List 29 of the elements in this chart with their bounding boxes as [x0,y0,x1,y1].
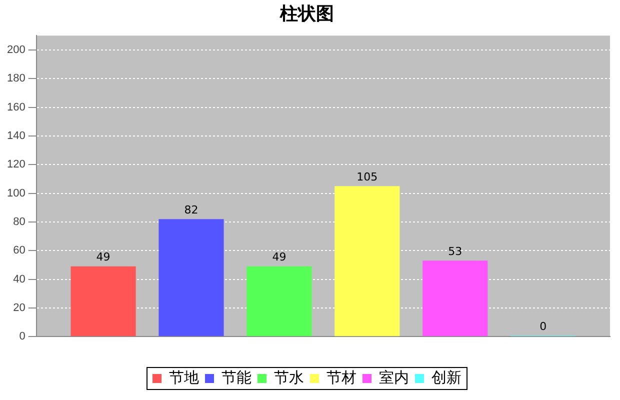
legend-label: 节能 [222,368,252,386]
bar [334,186,400,336]
legend-label: 节材 [326,368,356,386]
legend-label: 创新 [432,368,462,386]
y-tick-label: 40 [13,273,26,286]
bar [70,266,136,336]
y-tick-label: 80 [13,216,26,228]
bar [158,219,224,336]
y-tick-label: 60 [13,244,26,257]
y-tick-label: 140 [6,130,26,142]
y-tick-label: 200 [6,44,26,56]
y-tick-label: 160 [6,101,26,114]
y-tick-label: 100 [6,187,26,200]
legend-label: 节地 [169,368,199,386]
legend-label: 节水 [274,368,304,386]
y-tick-label: 0 [19,330,26,343]
data-label: 82 [184,203,198,216]
data-label: 53 [448,244,462,258]
data-label: 105 [356,170,378,184]
y-tick-label: 20 [13,302,26,314]
bar [422,260,488,336]
y-tick-label: 180 [6,72,26,85]
bar [246,266,312,336]
legend-label: 室内 [379,368,409,386]
chart-title: 柱状图 [279,3,334,24]
data-label: 0 [540,320,547,333]
y-tick-label: 120 [6,158,26,171]
data-label: 49 [272,250,286,264]
data-label: 49 [96,250,110,264]
